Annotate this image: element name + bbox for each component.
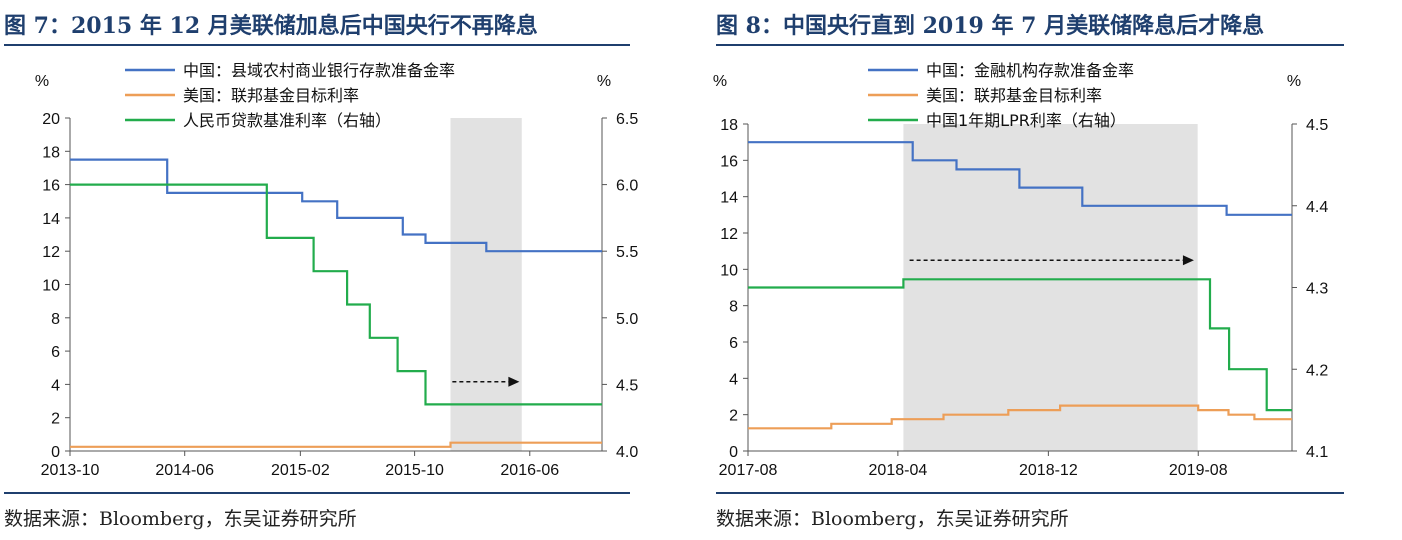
left-tick-label: 14 [720, 190, 738, 207]
left-tick-label: 18 [42, 144, 60, 161]
x-tick-label: 2018-12 [1019, 462, 1078, 479]
left-tick-label: 20 [42, 111, 60, 128]
left-tick-label: 2 [729, 408, 738, 425]
figure-7-source: 数据来源：Bloomberg，东吴证券研究所 [4, 508, 357, 530]
left-tick-label: 6 [51, 344, 60, 361]
right-tick-label: 4.5 [1306, 117, 1328, 134]
x-tick-label: 2017-08 [719, 462, 778, 479]
x-tick-label: 2013-10 [41, 462, 100, 479]
right-tick-label: 4.3 [1306, 281, 1328, 298]
x-tick-label: 2018-04 [869, 462, 928, 479]
x-tick-label: 2015-10 [385, 462, 444, 479]
x-tick-label: 2019-08 [1169, 462, 1228, 479]
right-tick-label: 4.0 [616, 444, 638, 461]
x-tick-label: 2015-02 [271, 462, 330, 479]
shaded-period [903, 124, 1198, 451]
chart-8: 0 2 4 6 8 10 12 14 16 18 4.1 4.2 4.3 4.4 4.5 2017-08 201… [713, 61, 1328, 479]
left-tick-label: 2 [51, 411, 60, 428]
figure-8-title: 图 8：中国央行直到 2019 年 7 月美联储降息后才降息 [716, 13, 1265, 39]
right-tick-label: 4.1 [1306, 444, 1328, 461]
left-tick-label: 4 [51, 377, 60, 394]
left-tick-label: 10 [42, 278, 60, 295]
left-tick-label: 16 [720, 153, 738, 170]
arrow-head [1182, 255, 1194, 266]
x-tick-label: 2014-06 [155, 462, 214, 479]
legend-label-3: 人民币贷款基准利率（右轴） [183, 111, 391, 130]
series-line-1 [748, 141, 1292, 216]
legend-label-1: 中国：县域农村商业银行存款准备金率 [183, 61, 455, 80]
series-line-3 [748, 278, 1292, 412]
right-tick-label: 5.0 [616, 311, 638, 328]
left-tick-label: 10 [720, 262, 738, 279]
left-tick-label: 12 [42, 244, 60, 261]
legend-label-2: 美国：联邦基金目标利率 [926, 86, 1102, 105]
left-tick-label: 8 [729, 299, 738, 316]
left-axis-unit: % [713, 73, 727, 90]
figure-8-top-rule [716, 44, 1344, 46]
right-tick-label: 6.5 [616, 111, 638, 128]
figure-7-bottom-rule [4, 492, 630, 494]
legend-label-2: 美国：联邦基金目标利率 [183, 86, 359, 105]
left-axis-unit: % [35, 73, 49, 90]
right-axis-unit: % [1287, 73, 1301, 90]
arrow-head [508, 376, 520, 387]
legend-label-1: 中国：金融机构存款准备金率 [926, 61, 1134, 80]
chart-7: 0 2 4 6 8 10 12 14 16 18 20 4.0 4.5 5.0 5.5 6.0 6.5 2013-… [35, 61, 638, 479]
left-tick-label: 0 [729, 444, 738, 461]
x-tick-label: 2016-06 [500, 462, 559, 479]
series-line-2 [748, 404, 1292, 430]
series-line-3 [70, 183, 602, 406]
left-tick-label: 0 [51, 444, 60, 461]
series-line-2 [70, 441, 602, 448]
right-tick-label: 5.5 [616, 244, 638, 261]
right-tick-label: 6.0 [616, 178, 638, 195]
left-tick-label: 12 [720, 226, 738, 243]
left-tick-label: 14 [42, 211, 60, 228]
left-tick-label: 18 [720, 117, 738, 134]
figure-7-top-rule [4, 44, 630, 46]
figure-8-bottom-rule [716, 492, 1344, 494]
left-tick-label: 6 [729, 335, 738, 352]
series-line-1 [70, 158, 602, 253]
left-tick-label: 16 [42, 178, 60, 195]
right-tick-label: 4.4 [1306, 199, 1328, 216]
right-axis-unit: % [597, 73, 611, 90]
shaded-period [450, 118, 522, 451]
left-tick-label: 4 [729, 371, 738, 388]
right-tick-label: 4.5 [616, 377, 638, 394]
legend-label-3: 中国1年期LPR利率（右轴） [926, 111, 1126, 130]
figure-7-title: 图 7：2015 年 12 月美联储加息后中国央行不再降息 [4, 13, 538, 39]
figure-8-source: 数据来源：Bloomberg，东吴证券研究所 [716, 508, 1069, 530]
right-tick-label: 4.2 [1306, 362, 1328, 379]
left-tick-label: 8 [51, 311, 60, 328]
